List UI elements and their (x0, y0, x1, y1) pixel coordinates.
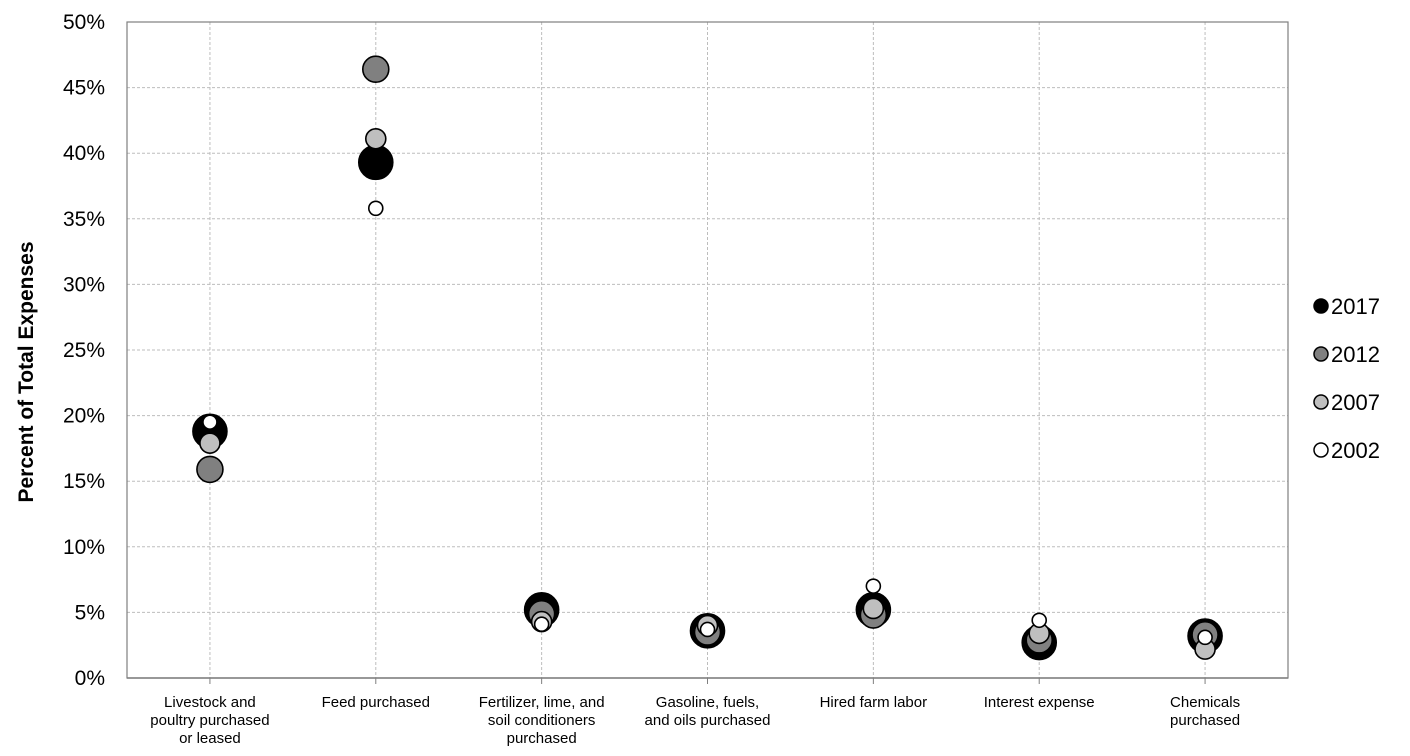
y-tick-label: 5% (75, 601, 105, 624)
y-tick-label: 10% (63, 536, 105, 559)
gridlines (127, 21, 1288, 678)
x-category-label: Livestock and poultry purchased or leased (150, 694, 269, 747)
y-axis-title: Percent of Total Expenses (15, 241, 38, 502)
legend-marker-2002 (1313, 442, 1329, 458)
x-category-label: Chemicals purchased (1170, 694, 1240, 729)
data-point-2002 (1031, 612, 1048, 629)
legend-marker-2012 (1313, 346, 1329, 362)
y-tick-label: 0% (75, 667, 105, 690)
x-category-label: Hired farm labor (820, 694, 928, 711)
legend-label-2017: 2017 (1331, 294, 1380, 319)
legend-marker-2007 (1313, 394, 1329, 410)
legend-label-2012: 2012 (1331, 342, 1380, 367)
y-tick-label: 15% (63, 470, 105, 493)
y-tick-label: 45% (63, 77, 105, 100)
y-tick-labels: 0% 5% 10% 15% 20% 25% 30% 35% 40% 45% 50% (63, 11, 105, 690)
legend: 2017 2012 2007 2002 (1313, 294, 1380, 463)
data-point-2012 (361, 55, 390, 84)
legend-label-2002: 2002 (1331, 438, 1380, 463)
legend-marker-2017 (1313, 298, 1329, 314)
data-point-2017 (357, 144, 394, 181)
axes (126, 21, 1289, 684)
data-point-2012 (196, 455, 224, 484)
data-point-2002 (533, 616, 550, 633)
data-point-2002 (865, 578, 882, 594)
x-category-labels: Livestock and poultry purchased or leased F… (150, 694, 1240, 747)
data-point-2007 (862, 597, 885, 620)
x-category-label: Fertilizer, lime, and soil conditioners pu… (479, 694, 605, 747)
y-tick-label: 25% (63, 339, 105, 362)
data-point-2007 (199, 432, 221, 454)
x-category-label: Feed purchased (322, 694, 430, 711)
x-category-label: Interest expense (984, 694, 1095, 711)
y-tick-label: 35% (63, 208, 105, 231)
data-point-2002 (699, 621, 716, 638)
data-point-2007 (364, 127, 387, 150)
legend-label-2007: 2007 (1331, 390, 1380, 415)
data-points (192, 55, 1223, 661)
data-point-2002 (1197, 629, 1213, 646)
data-point-2002 (202, 414, 218, 430)
y-tick-label: 50% (63, 11, 105, 34)
y-tick-label: 20% (63, 405, 105, 428)
y-tick-label: 30% (63, 273, 105, 296)
data-point-2002 (367, 200, 384, 217)
y-tick-label: 40% (63, 142, 105, 165)
x-category-label: Gasoline, fuels, and oils purchased (645, 694, 771, 729)
